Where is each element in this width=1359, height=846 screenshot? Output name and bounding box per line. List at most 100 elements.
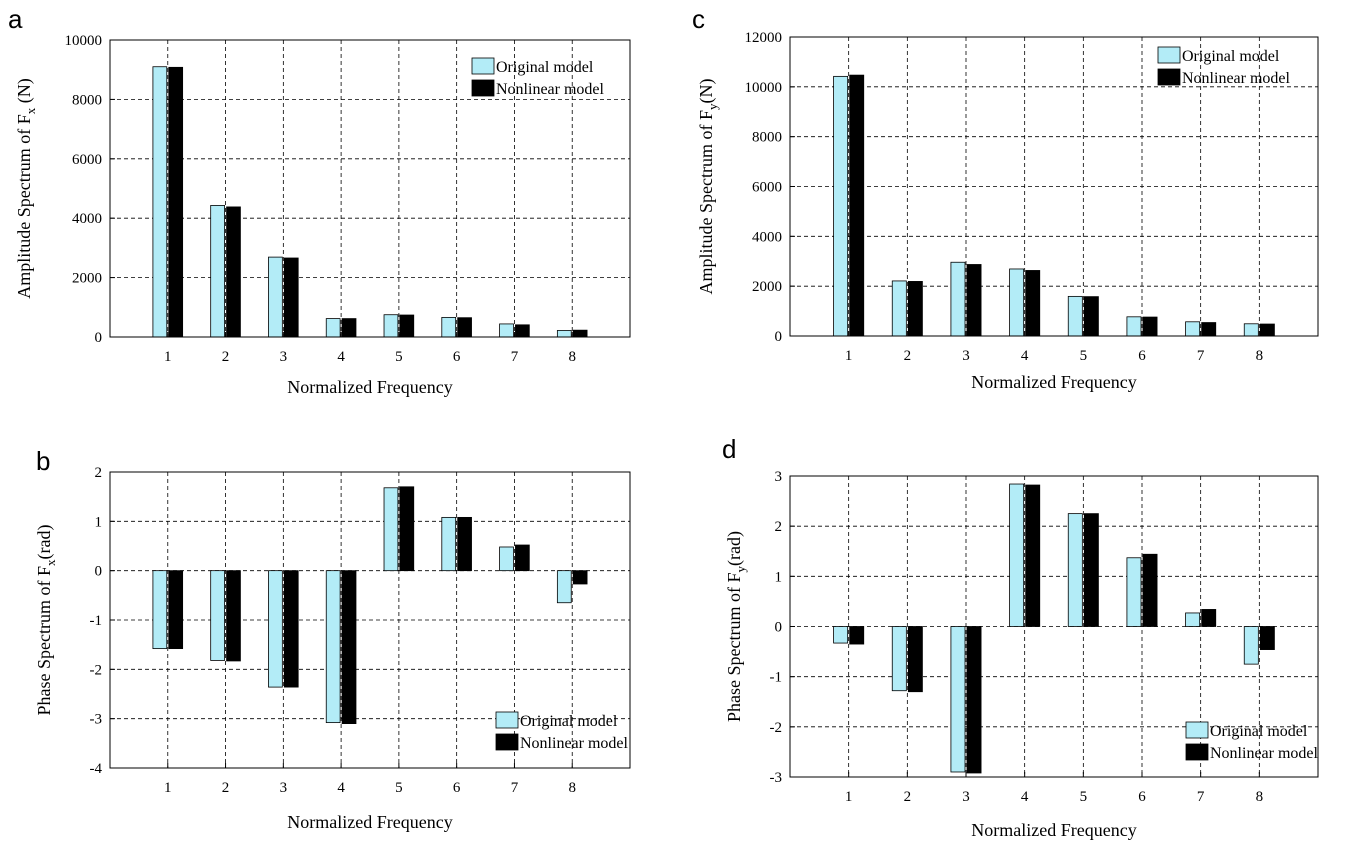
y-tick-label: 1 <box>775 569 783 585</box>
bar-nonlinear <box>168 66 184 338</box>
y-tick-label: 3 <box>775 469 783 485</box>
panel-d: d -3 -2 -1 0 1 2 3 1 2 3 4 5 6 7 8 Normalized Frequency P… <box>722 434 1319 840</box>
bar-original <box>556 330 572 338</box>
bar-nonlinear <box>457 317 472 338</box>
x-axis-label: Normalized Frequency <box>287 377 452 397</box>
x-axis-label: Normalized Frequency <box>287 812 452 832</box>
x-tick-label: 8 <box>1256 348 1264 364</box>
y-tick-label: 6000 <box>72 152 102 168</box>
legend-swatch-original <box>471 57 495 75</box>
bar-original <box>1009 483 1025 627</box>
x-tick-label: 4 <box>1021 789 1029 805</box>
panel-letter: c <box>692 4 705 34</box>
y-axis-label: Amplitude Spectrum of Fy(N) <box>696 79 720 295</box>
bar-original <box>950 626 966 773</box>
legend: Original model Nonlinear model <box>1185 721 1319 762</box>
legend-label: Original model <box>1182 48 1280 65</box>
bar-nonlinear <box>1201 609 1217 627</box>
x-tick-label: 8 <box>568 349 576 365</box>
y-axis-label-subscript: y <box>705 103 720 110</box>
x-tick-label: 4 <box>1021 348 1029 364</box>
bar-nonlinear <box>226 570 241 662</box>
bar-original <box>325 318 341 338</box>
y-tick-label: 10000 <box>745 80 783 96</box>
y-axis-label-subscript: x <box>43 559 58 566</box>
x-tick-label: 2 <box>222 349 230 365</box>
bar-nonlinear <box>849 74 865 337</box>
y-axis-label-unit: (rad) <box>34 525 55 560</box>
bar-original <box>325 570 341 724</box>
legend: Original model Nonlinear model <box>1157 46 1291 87</box>
bar-original <box>210 205 225 338</box>
y-tick-label: 2000 <box>72 271 102 287</box>
bar-original <box>152 66 168 338</box>
x-tick-label: 3 <box>280 349 288 365</box>
bar-nonlinear <box>907 626 923 693</box>
x-tick-label: 7 <box>511 780 519 796</box>
y-axis-label: Amplitude Spectrum of Fx (N) <box>14 78 38 298</box>
bar-nonlinear <box>457 516 472 572</box>
bar-original <box>441 316 457 338</box>
y-axis-label-main: Phase Spectrum of F <box>724 573 744 722</box>
y-tick-label: -3 <box>770 770 783 786</box>
legend-label: Original model <box>1210 723 1308 740</box>
bar-nonlinear <box>1025 270 1041 337</box>
bar-original <box>383 487 399 572</box>
bar-original <box>1126 557 1142 627</box>
y-tick-label: 8000 <box>72 92 102 108</box>
bar-original <box>950 261 966 337</box>
legend-swatch-nonlinear <box>495 733 519 751</box>
y-tick-label: 2000 <box>752 279 782 295</box>
bar-nonlinear <box>399 314 415 338</box>
y-tick-label: 6000 <box>752 180 782 196</box>
panel-letter: d <box>722 434 736 464</box>
bar-original <box>891 626 907 692</box>
x-tick-label: 2 <box>904 348 912 364</box>
y-axis-label-main: Phase Spectrum of F <box>34 566 54 715</box>
bar-nonlinear <box>849 626 865 645</box>
y-tick-label: -3 <box>90 712 103 728</box>
bar-original <box>441 516 457 572</box>
x-tick-label: 3 <box>280 780 288 796</box>
y-tick-label: -4 <box>90 761 103 777</box>
panel-letter: a <box>8 4 23 34</box>
y-axis-label: Phase Spectrum of Fy(rad) <box>724 531 748 722</box>
bar-original <box>833 75 849 337</box>
y-tick-label: -1 <box>770 670 783 686</box>
y-tick-label: 1 <box>95 514 103 530</box>
panel-b: b -4 -3 -2 -1 0 1 2 1 2 3 4 5 6 7 8 Normalized Frequency… <box>34 446 631 832</box>
x-tick-label: 3 <box>962 348 970 364</box>
y-axis-label-unit: (rad) <box>724 531 745 566</box>
legend-label: Nonlinear model <box>496 81 605 98</box>
y-axis-label-subscript: x <box>23 107 38 114</box>
bar-nonlinear <box>1083 513 1099 627</box>
bar-nonlinear <box>966 264 982 337</box>
bar-nonlinear <box>283 570 299 688</box>
y-tick-label: 2 <box>775 519 783 535</box>
x-axis-label: Normalized Frequency <box>971 372 1136 392</box>
y-tick-label: 0 <box>95 564 103 580</box>
y-tick-label: 0 <box>95 330 103 346</box>
x-tick-label: 4 <box>337 780 345 796</box>
x-axis-label: Normalized Frequency <box>971 820 1136 840</box>
legend: Original model Nonlinear model <box>471 57 605 98</box>
bar-original <box>1067 295 1083 337</box>
bar-nonlinear <box>399 486 415 572</box>
plot-frame <box>109 39 631 338</box>
bar-original <box>268 570 283 688</box>
y-tick-label: 4000 <box>752 229 782 245</box>
legend-label: Nonlinear model <box>520 735 629 752</box>
y-tick-label: 4000 <box>72 211 102 227</box>
bar-original <box>210 570 225 661</box>
x-tick-label: 1 <box>164 349 172 365</box>
legend-label: Original model <box>520 713 618 730</box>
x-tick-label: 7 <box>511 349 519 365</box>
y-axis-label: Phase Spectrum of Fx(rad) <box>34 525 58 716</box>
y-tick-label: 0 <box>775 329 783 345</box>
bar-nonlinear <box>1259 626 1275 650</box>
x-tick-label: 6 <box>1138 348 1146 364</box>
y-tick-label: 8000 <box>752 130 782 146</box>
y-axis-label-main: Amplitude Spectrum of F <box>14 114 34 298</box>
bar-nonlinear <box>572 570 588 585</box>
